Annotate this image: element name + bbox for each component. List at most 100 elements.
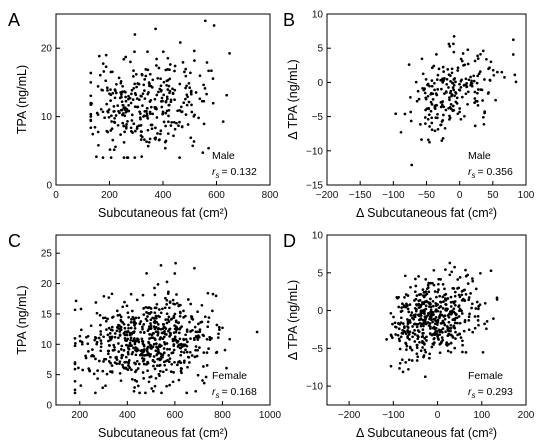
- data-point: [458, 276, 462, 279]
- data-point: [160, 96, 164, 100]
- data-point: [106, 130, 110, 134]
- data-point: [161, 355, 164, 359]
- x-tick-label: −150: [349, 190, 372, 201]
- data-point: [142, 344, 146, 348]
- x-axis-title: Δ Subcutaneous fat (cm²): [356, 426, 497, 440]
- data-point: [132, 389, 136, 393]
- data-point: [185, 344, 189, 348]
- data-point: [154, 316, 158, 320]
- data-point: [139, 124, 143, 127]
- data-point: [142, 323, 146, 326]
- data-point: [444, 303, 448, 306]
- data-point: [109, 88, 112, 91]
- data-point: [442, 105, 446, 109]
- data-point: [89, 71, 93, 75]
- data-point: [403, 326, 406, 330]
- data-point: [178, 41, 182, 44]
- data-point: [96, 130, 100, 134]
- data-point: [450, 270, 454, 274]
- data-point: [149, 123, 153, 127]
- data-point: [114, 91, 118, 95]
- data-point: [164, 318, 168, 321]
- data-point: [439, 278, 442, 281]
- data-point: [483, 301, 487, 305]
- data-point: [488, 66, 491, 70]
- data-point: [109, 355, 112, 359]
- data-point: [119, 133, 122, 136]
- data-point: [159, 84, 163, 88]
- data-point: [121, 112, 125, 115]
- data-point: [443, 92, 446, 95]
- data-point: [144, 305, 148, 309]
- data-point: [187, 355, 191, 359]
- data-point: [492, 317, 495, 320]
- data-point: [174, 338, 178, 342]
- data-point: [150, 127, 154, 131]
- data-point: [194, 348, 197, 352]
- data-point: [129, 60, 132, 64]
- data-point: [89, 126, 93, 130]
- data-point: [426, 117, 430, 121]
- data-point: [436, 88, 440, 91]
- data-point: [79, 328, 83, 332]
- data-point: [187, 81, 191, 85]
- data-point: [399, 335, 403, 339]
- data-point: [178, 82, 182, 86]
- data-point: [424, 96, 428, 100]
- data-point: [202, 351, 206, 354]
- data-point: [449, 103, 453, 106]
- data-point: [104, 319, 108, 323]
- data-point: [152, 355, 156, 358]
- data-point: [448, 96, 451, 99]
- data-point: [94, 357, 97, 361]
- data-point: [173, 335, 177, 339]
- data-point: [140, 348, 144, 352]
- data-point: [441, 79, 445, 83]
- data-point: [496, 70, 499, 74]
- data-point: [159, 264, 163, 267]
- data-point: [423, 348, 427, 352]
- data-point: [79, 307, 83, 311]
- data-point: [147, 325, 151, 329]
- data-point: [167, 84, 171, 88]
- data-point: [155, 320, 159, 324]
- data-point: [452, 83, 456, 87]
- data-point: [424, 278, 428, 281]
- correlation-label: rs = 0.356: [468, 166, 513, 180]
- data-point: [417, 313, 420, 317]
- data-point: [453, 312, 457, 315]
- data-point: [98, 313, 102, 317]
- data-point: [89, 324, 93, 328]
- data-point: [99, 342, 103, 345]
- data-point: [117, 342, 120, 345]
- data-point: [142, 348, 146, 351]
- data-point: [127, 315, 130, 319]
- data-point: [470, 306, 473, 310]
- data-point: [122, 349, 126, 352]
- data-point: [190, 354, 194, 357]
- data-point: [132, 86, 136, 90]
- data-point: [152, 332, 155, 335]
- data-point: [139, 320, 143, 323]
- data-point: [427, 324, 431, 327]
- data-point: [449, 329, 452, 333]
- data-point: [180, 371, 183, 375]
- data-point: [194, 330, 198, 334]
- data-point: [193, 355, 197, 359]
- data-point: [179, 361, 183, 365]
- data-point: [439, 123, 443, 127]
- data-point: [145, 112, 149, 116]
- data-point: [414, 277, 417, 281]
- data-point: [163, 146, 167, 150]
- scatter-points: [89, 19, 231, 159]
- data-point: [450, 71, 454, 75]
- data-point: [185, 350, 189, 354]
- data-point: [398, 339, 401, 343]
- data-point: [463, 299, 467, 302]
- data-point: [452, 88, 456, 92]
- data-point: [168, 68, 171, 72]
- data-point: [486, 92, 490, 95]
- data-point: [175, 301, 179, 305]
- data-point: [445, 83, 449, 86]
- data-point: [444, 268, 447, 271]
